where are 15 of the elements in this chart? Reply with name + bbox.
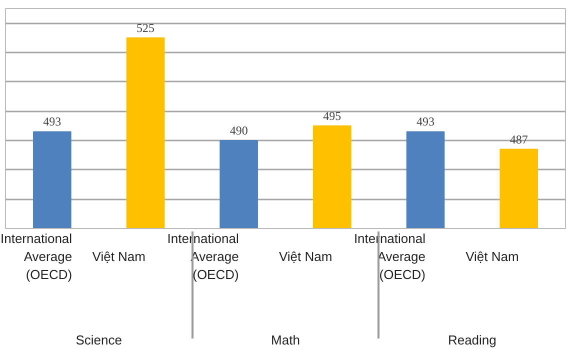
text: Việt Nam <box>278 249 332 264</box>
data-label: 487 <box>510 132 528 146</box>
data-label: 495 <box>323 108 342 123</box>
data-label: 490 <box>230 124 248 138</box>
series-label: International Average (OECD) <box>167 231 239 282</box>
data-label: 525 <box>136 20 154 35</box>
text: Việt Nam <box>466 249 519 264</box>
x-tick-label: Science <box>76 332 122 348</box>
text: International Average (OECD) <box>354 231 426 282</box>
text: International Average (OECD) <box>0 231 72 282</box>
x-tick-label: Math <box>271 332 300 348</box>
data-label: 493 <box>416 114 434 129</box>
x-tick-label: Reading <box>448 332 496 348</box>
series-label: Việt Nam <box>92 249 146 264</box>
data-label: 493 <box>43 114 62 129</box>
